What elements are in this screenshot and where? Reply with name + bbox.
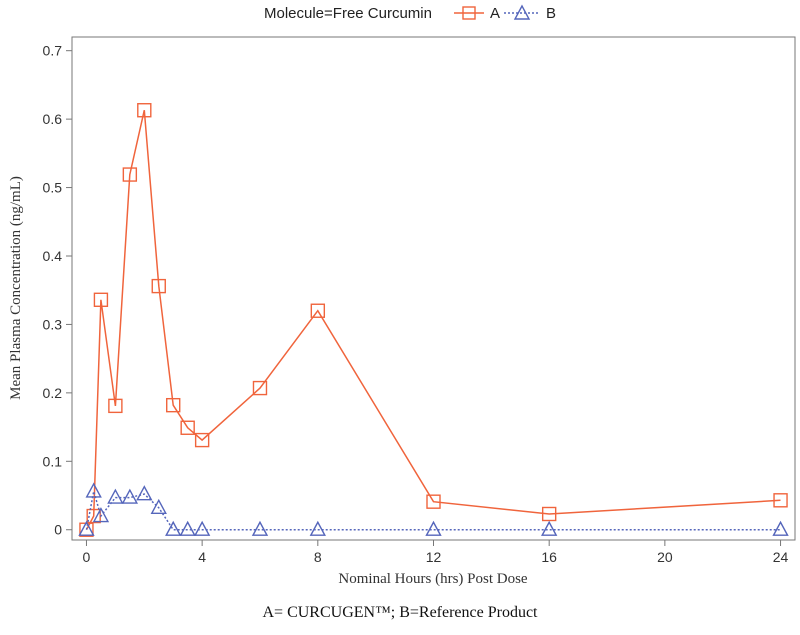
x-tick-label: 4 [198,549,206,565]
series-layer [78,103,789,537]
x-axis-title: Nominal Hours (hrs) Post Dose [338,571,527,587]
data-point [772,520,789,536]
legend-label-a: A [490,5,500,22]
data-point [773,493,788,508]
y-axis-title: Mean Plasma Concentration (ng/mL) [8,176,24,400]
data-point [151,278,166,294]
y-tick-label: 0.6 [43,111,63,127]
y-tick-label: 0.7 [43,43,63,59]
legend-marker-square-icon [462,6,476,20]
legend-label-b: B [546,5,556,22]
data-point [137,103,152,118]
data-point [179,520,196,536]
data-point [121,488,139,504]
data-point [251,520,269,536]
data-point [180,420,195,435]
figure-caption: A= CURCUGEN™; B=Reference Product [262,604,538,621]
data-point [541,506,557,522]
series-line-b [85,491,781,531]
y-tick-label: 0 [54,522,62,538]
data-point [166,397,181,413]
x-tick-label: 16 [541,549,557,565]
series-line-a [85,110,781,531]
series-a [79,103,788,537]
y-tick-label: 0.1 [43,453,63,469]
data-point [93,292,109,307]
data-point [108,398,123,414]
data-point [310,303,326,318]
pk-line-chart: Molecule=Free Curcumin A B 0 4 8 12 16 20 24 0… [8,4,796,587]
data-point [122,167,138,182]
legend-title: Molecule=Free Curcumin [264,5,432,22]
data-point [425,520,442,536]
data-point [309,520,326,536]
y-tick-label: 0.5 [43,180,63,196]
data-point [92,507,110,523]
x-tick-label: 24 [773,549,789,565]
x-tick-label: 20 [657,549,673,565]
legend-marker-triangle-icon [513,4,531,20]
data-point [541,520,558,536]
y-axis: 0 0.1 0.2 0.3 0.4 0.5 0.6 0.7 [43,43,72,538]
data-point [136,485,153,501]
data-point [78,520,95,536]
data-point [85,482,102,498]
data-point [165,520,182,536]
y-tick-label: 0.2 [43,385,63,401]
plot-area-frame [71,36,796,541]
data-point [194,432,210,448]
data-point [252,380,268,396]
data-point [150,498,167,515]
y-tick-label: 0.3 [43,316,63,332]
data-point [426,494,441,509]
data-point [107,488,124,504]
y-tick-label: 0.4 [43,248,63,264]
data-point [193,520,211,536]
x-tick-label: 0 [83,549,91,565]
x-axis: 0 4 8 12 16 20 24 [83,540,789,565]
x-tick-label: 12 [426,549,442,565]
legend: Molecule=Free Curcumin A B [264,4,556,22]
x-tick-label: 8 [314,549,322,565]
series-b [78,482,789,536]
